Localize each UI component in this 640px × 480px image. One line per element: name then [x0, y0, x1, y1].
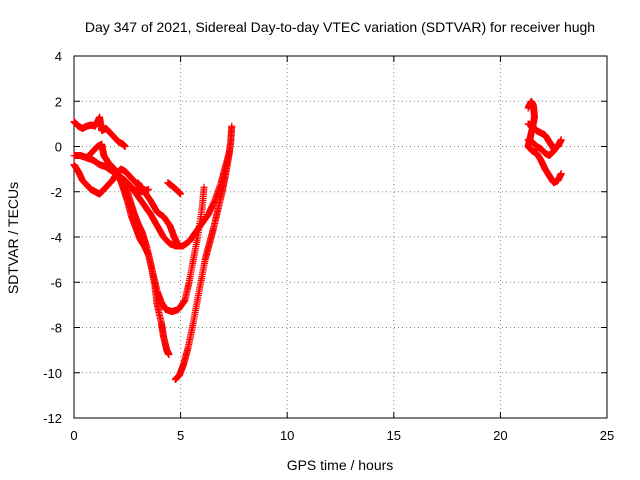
data-point-marker [200, 183, 208, 191]
x-tick-labels: 0 5 10 15 20 25 [70, 428, 614, 443]
y-tick-label: -12 [43, 411, 62, 426]
x-axis-label: GPS time / hours [287, 457, 394, 473]
x-tick-label: 5 [177, 428, 184, 443]
data-point-marker [165, 351, 173, 359]
y-tick-label: -10 [43, 366, 62, 381]
data-point-marker [554, 140, 562, 148]
data-points [70, 97, 565, 384]
plot-frame [73, 55, 608, 419]
axis-ticks [73, 55, 608, 419]
data-point-marker [557, 170, 565, 178]
y-tick-label: 2 [55, 94, 62, 109]
data-point-marker [557, 136, 565, 144]
y-tick-label: 0 [55, 140, 62, 155]
x-tick-label: 10 [280, 428, 294, 443]
y-tick-label: -2 [50, 185, 62, 200]
chart-title: Day 347 of 2021, Sidereal Day-to-day VTE… [85, 19, 595, 35]
y-tick-labels: 4 2 0 -2 -4 -6 -8 -10 -12 [43, 49, 62, 426]
x-tick-label: 0 [70, 428, 77, 443]
x-tick-label: 25 [600, 428, 614, 443]
y-tick-label: -6 [50, 275, 62, 290]
data-point-marker [121, 143, 129, 150]
x-tick-label: 20 [493, 428, 507, 443]
y-tick-label: -4 [50, 230, 62, 245]
data-point-marker [145, 185, 153, 193]
y-axis-label: SDTVAR / TECUs [5, 182, 21, 294]
data-point-marker [174, 242, 182, 250]
data-point-marker [228, 122, 236, 130]
y-tick-label: 4 [55, 49, 62, 64]
x-tick-label: 15 [387, 428, 401, 443]
data-point-marker [177, 190, 185, 198]
y-tick-label: -8 [50, 321, 62, 336]
grid-lines [74, 56, 607, 418]
